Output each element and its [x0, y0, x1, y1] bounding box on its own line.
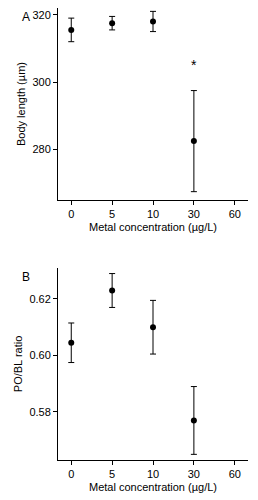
svg-text:10: 10	[147, 468, 159, 480]
svg-text:300: 300	[32, 76, 50, 88]
svg-text:0: 0	[68, 468, 74, 480]
svg-text:5: 5	[109, 208, 115, 220]
svg-text:10: 10	[147, 208, 159, 220]
svg-text:Metal concentration (µg/L): Metal concentration (µg/L)	[89, 481, 217, 493]
svg-text:320: 320	[32, 9, 50, 21]
svg-text:*: *	[191, 57, 197, 73]
svg-text:5: 5	[109, 468, 115, 480]
svg-text:Body length (µm): Body length (µm)	[15, 62, 27, 146]
svg-text:30: 30	[188, 208, 200, 220]
svg-text:A: A	[22, 10, 30, 24]
svg-text:60: 60	[229, 208, 241, 220]
svg-text:0.60: 0.60	[29, 349, 50, 361]
svg-text:0.62: 0.62	[29, 293, 50, 305]
svg-text:280: 280	[32, 143, 50, 155]
svg-text:PO/BL ratio: PO/BL ratio	[12, 336, 24, 392]
svg-text:Metal concentration (µg/L): Metal concentration (µg/L)	[89, 221, 217, 233]
svg-text:0.58: 0.58	[29, 406, 50, 418]
svg-text:60: 60	[229, 468, 241, 480]
svg-text:30: 30	[188, 468, 200, 480]
svg-text:0: 0	[68, 208, 74, 220]
svg-text:B: B	[22, 270, 30, 284]
